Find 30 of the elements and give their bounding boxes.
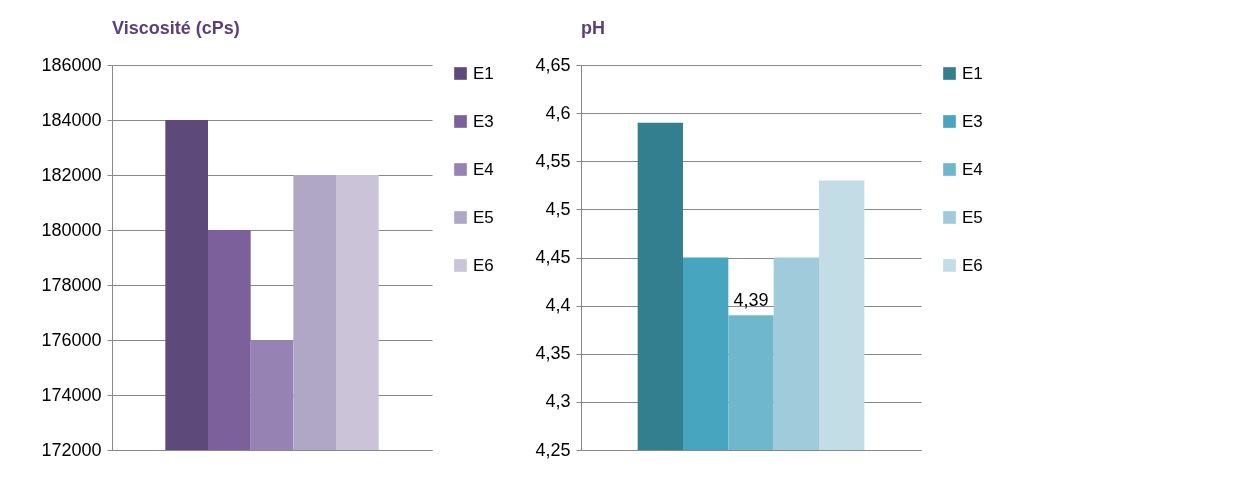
y-tick-label: 4,3 (545, 391, 571, 412)
legend-label: E5 (962, 207, 983, 227)
y-tick-label: 180000 (41, 219, 102, 240)
legend-label: E5 (473, 207, 494, 227)
y-tick-label: 4,35 (535, 343, 571, 364)
y-tick-label: 184000 (41, 109, 102, 130)
data-label: 4,39 (733, 290, 769, 311)
y-tick-label: 182000 (41, 164, 102, 185)
legend-label: E6 (473, 255, 494, 275)
legend-label: E6 (962, 255, 983, 275)
y-tick-label: 4,55 (535, 150, 571, 171)
chart-title: pH (581, 18, 605, 38)
legend-label: E4 (473, 159, 494, 179)
y-tick-label: 4,25 (535, 439, 571, 460)
y-tick-label: 174000 (41, 384, 102, 405)
y-tick-label: 178000 (41, 274, 102, 295)
y-tick-label: 186000 (41, 54, 102, 75)
y-tick-label: 172000 (41, 439, 102, 460)
legend-label: E3 (962, 111, 983, 131)
y-tick-label: 4,5 (545, 198, 571, 219)
legend-label: E1 (473, 63, 494, 83)
legend-label: E1 (962, 63, 983, 83)
y-tick-label: 4,65 (535, 54, 571, 75)
chart-title: Viscosité (cPs) (112, 18, 240, 38)
y-tick-label: 4,6 (545, 102, 571, 123)
y-tick-label: 176000 (41, 329, 102, 350)
legend-label: E4 (962, 159, 983, 179)
y-tick-label: 4,4 (545, 295, 571, 316)
y-tick-label: 4,45 (535, 247, 571, 267)
legend-label: E3 (473, 111, 494, 131)
